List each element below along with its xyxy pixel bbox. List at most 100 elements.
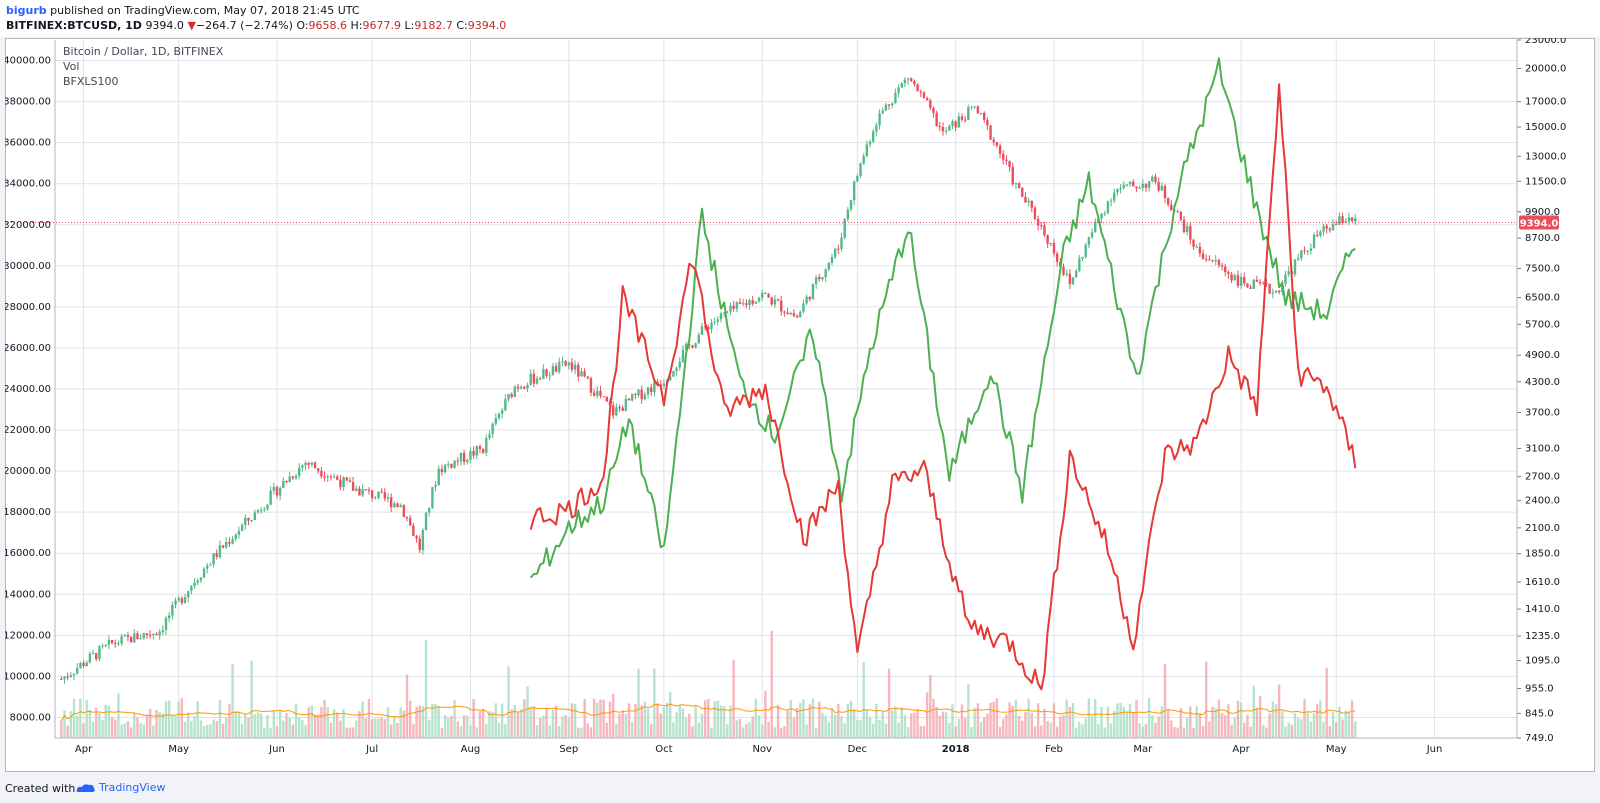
created-with-label: Created with xyxy=(5,782,76,795)
candle-body xyxy=(291,476,295,479)
candle-body xyxy=(1113,192,1116,201)
candle-body xyxy=(190,585,193,591)
volume-bar xyxy=(1176,727,1179,738)
volume-bar xyxy=(963,717,967,738)
candle-body xyxy=(405,516,409,519)
candle-body xyxy=(564,361,567,366)
published-text: published on TradingView.com, May 07, 20… xyxy=(46,4,360,17)
volume-bar xyxy=(757,715,761,738)
candle-body xyxy=(843,218,846,238)
candle-body xyxy=(1246,283,1249,288)
volume-bar xyxy=(237,712,241,738)
volume-bar xyxy=(700,713,704,738)
candle-body xyxy=(602,396,605,398)
candle-body xyxy=(1265,282,1268,284)
volume-bar xyxy=(564,715,567,738)
volume-bar xyxy=(519,709,523,738)
candle-body xyxy=(919,91,922,93)
volume-bar xyxy=(875,703,878,738)
candle-body xyxy=(481,448,485,453)
right-tick-label: 15000.0 xyxy=(1525,122,1566,133)
chart-panel[interactable] xyxy=(5,38,1595,772)
candle-body xyxy=(1274,290,1278,293)
volume-bar xyxy=(722,705,726,738)
candle-body xyxy=(697,334,700,344)
volume-bar xyxy=(326,707,329,738)
right-tick-label: 3100.0 xyxy=(1525,443,1560,454)
candle-body xyxy=(348,480,352,482)
candle-body xyxy=(380,491,383,493)
candle-body xyxy=(421,530,425,551)
volume-bar xyxy=(935,707,938,738)
volume-bar xyxy=(139,723,142,738)
candle-body xyxy=(1090,232,1094,238)
volume-bar xyxy=(951,704,954,738)
volume-bar xyxy=(1033,726,1037,738)
volume-bar xyxy=(336,712,339,738)
volume-bar xyxy=(624,714,628,738)
left-tick-label: 12000.00 xyxy=(5,630,51,641)
tradingview-link[interactable]: TradingView xyxy=(76,781,165,794)
candle-body xyxy=(1249,287,1252,289)
volume-bar xyxy=(837,703,840,738)
volume-bar xyxy=(776,704,780,738)
left-tick-label: 20000.00 xyxy=(5,466,51,477)
volume-bar xyxy=(98,713,101,738)
author-link[interactable]: bigurb xyxy=(6,4,47,17)
candle-body xyxy=(878,113,881,126)
volume-bar xyxy=(1255,708,1259,738)
volume-bar xyxy=(783,726,786,738)
volume-bar xyxy=(1331,711,1335,738)
left-tick-label: 8000.00 xyxy=(10,712,51,723)
right-tick-label: 4300.0 xyxy=(1525,377,1560,388)
volume-bar xyxy=(703,700,707,738)
volume-bar xyxy=(1319,700,1322,738)
candle-body xyxy=(79,662,82,669)
volume-bar xyxy=(231,664,234,738)
candle-body xyxy=(507,394,510,400)
tradingview-brand: TradingView xyxy=(99,781,166,794)
left-tick-label: 36000.00 xyxy=(5,138,51,149)
volume-bar xyxy=(1128,703,1132,738)
volume-bar xyxy=(1135,699,1138,738)
left-tick-label: 26000.00 xyxy=(5,343,51,354)
candle-body xyxy=(732,305,735,309)
volume-bar xyxy=(1268,713,1271,738)
right-tick-label: 7500.0 xyxy=(1525,263,1560,274)
volume-bar xyxy=(922,726,926,738)
candle-body xyxy=(719,313,723,320)
candle-body xyxy=(611,405,615,416)
candle-body xyxy=(450,463,453,468)
candle-body xyxy=(827,262,831,270)
volume-bar xyxy=(707,698,710,738)
candle-body xyxy=(1325,225,1328,229)
volume-bar xyxy=(1274,703,1278,738)
volume-bar xyxy=(1163,664,1167,738)
volume-bar xyxy=(754,698,758,738)
price-chart[interactable]: 9394.0 40000.00 38000.00 36000.00 34000.00 3… xyxy=(5,38,1595,772)
volume-bar xyxy=(954,726,957,738)
volume-bar xyxy=(1249,726,1252,738)
volume-bar xyxy=(297,717,301,738)
candle-body xyxy=(148,634,152,636)
candle-body xyxy=(85,662,88,667)
candle-body xyxy=(1255,279,1259,282)
candle-body xyxy=(313,462,317,469)
candle-body xyxy=(716,319,720,322)
volume-bar xyxy=(202,726,206,738)
volume-bar xyxy=(497,722,501,738)
volume-bar xyxy=(653,668,656,738)
volume-bar xyxy=(155,709,158,738)
volume-bar xyxy=(732,659,735,738)
candle-body xyxy=(786,312,789,315)
volume-bar xyxy=(821,712,824,738)
volume-bar xyxy=(1160,706,1164,738)
candle-body xyxy=(944,130,948,132)
last-price-line: 9394.0 xyxy=(5,215,1559,230)
candle-body xyxy=(225,541,228,548)
volume-bar xyxy=(1065,699,1068,738)
candle-body xyxy=(925,98,929,101)
volume-bar xyxy=(659,713,662,738)
volume-bar xyxy=(1062,715,1065,738)
candle-body xyxy=(967,106,970,120)
